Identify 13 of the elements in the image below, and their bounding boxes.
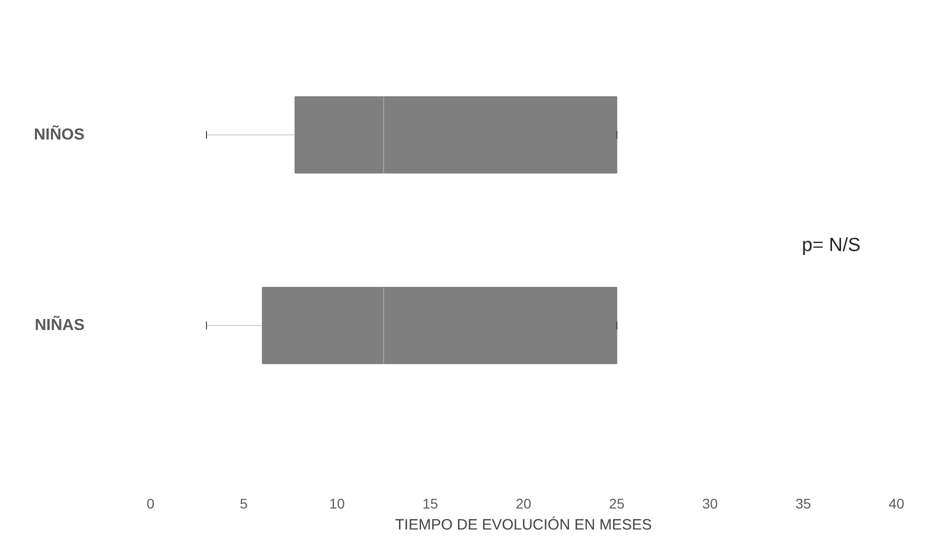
x-tick-label: 5 (240, 496, 248, 512)
x-tick-label: 30 (702, 496, 718, 512)
y-tick-label: NIÑOS (34, 124, 85, 144)
x-tick-label: 35 (795, 496, 812, 512)
x-tick-label: 0 (146, 496, 155, 512)
x-tick-label: 20 (516, 496, 532, 512)
annotation: p= N/S (802, 234, 861, 256)
x-tick-label: 40 (888, 496, 904, 512)
x-axis-title: TIEMPO DE EVOLUCIÓN EN MESES (395, 516, 652, 534)
y-tick-label: NIÑAS (34, 314, 85, 334)
x-tick-label: 15 (422, 496, 438, 512)
x-tick-label: 10 (329, 496, 345, 512)
x-tick-label: 25 (608, 496, 625, 512)
